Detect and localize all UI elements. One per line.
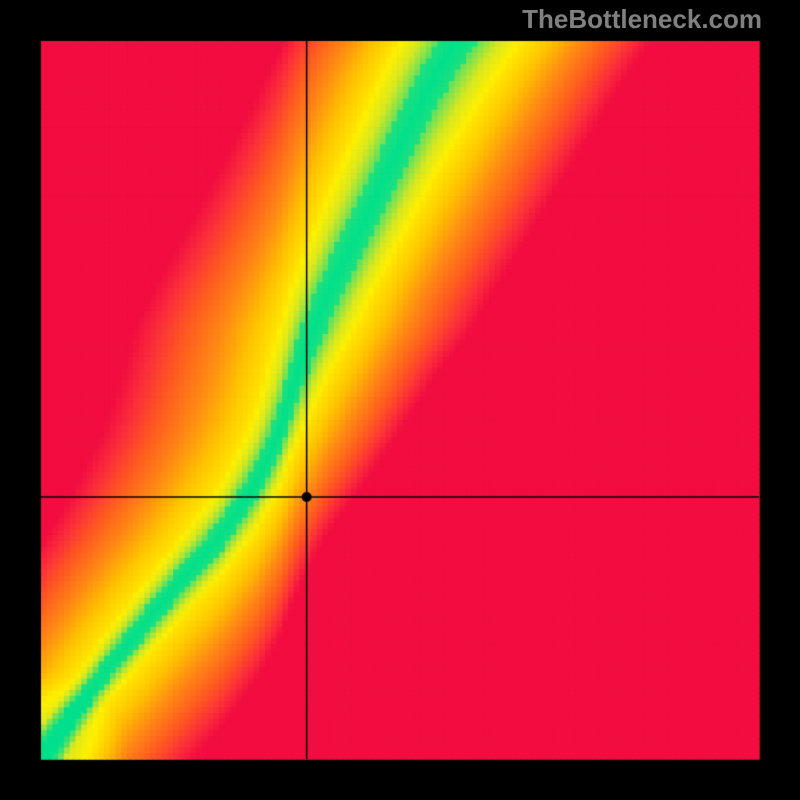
bottleneck-heatmap <box>0 0 800 800</box>
watermark-text: TheBottleneck.com <box>522 4 762 35</box>
chart-container: TheBottleneck.com <box>0 0 800 800</box>
